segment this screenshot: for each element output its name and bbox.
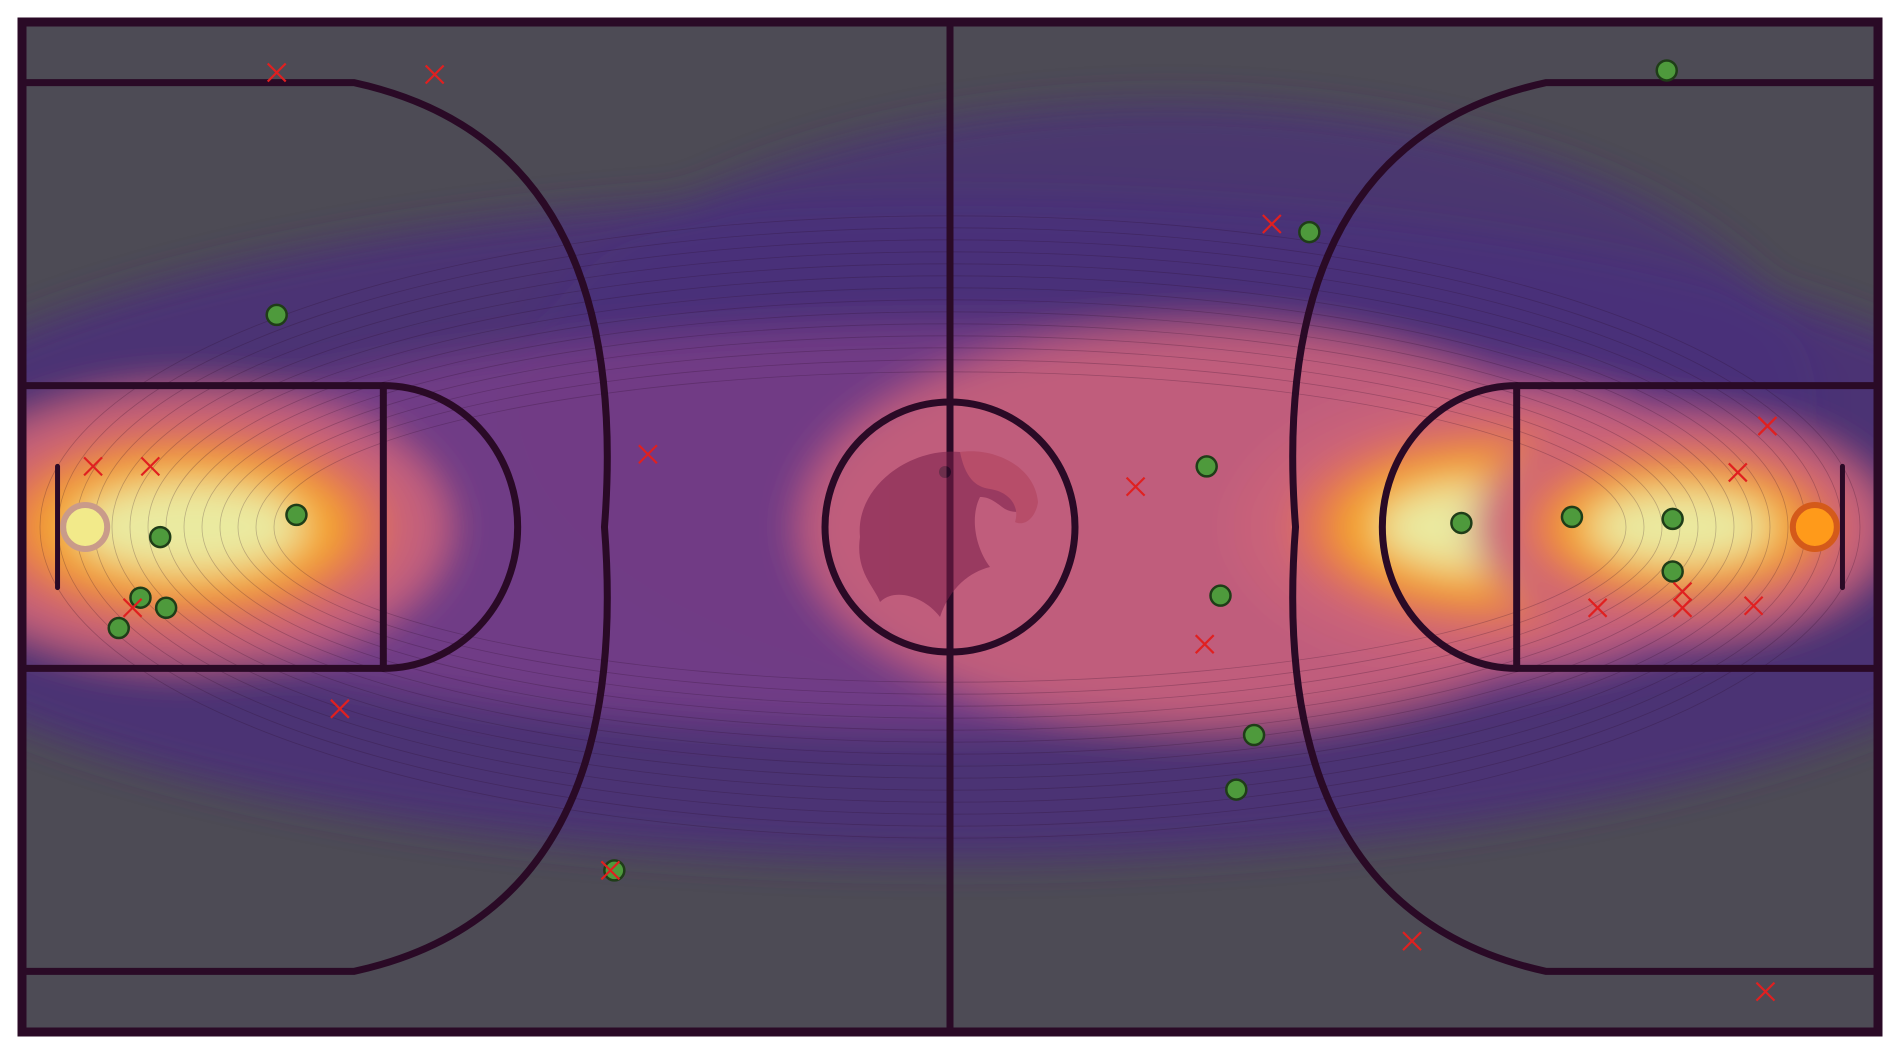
series-made: [107, 59, 1684, 882]
missed-shot-point: [1262, 214, 1282, 234]
right-three-point-line: [1289, 79, 1882, 975]
made-shot-point: [1209, 584, 1232, 607]
heat-hotspot-left-basket: [22, 387, 450, 667]
center-circle: [821, 398, 1079, 656]
missed-shot-point: [1672, 598, 1693, 618]
made-shot-point: [603, 859, 626, 882]
center-logo: [859, 451, 1038, 617]
missed-shot-point: [83, 456, 103, 477]
missed-shot-point: [600, 860, 621, 881]
made-shot-point: [1560, 505, 1584, 529]
made-shot-point: [1195, 455, 1218, 478]
made-shot-point: [107, 616, 130, 640]
missed-shot-point: [122, 598, 143, 618]
missed-shot-point: [1743, 596, 1764, 616]
made-shot-point: [265, 303, 288, 327]
missed-shot-point: [140, 456, 161, 477]
eagle-beak-shape: [960, 451, 1038, 524]
made-shot-point: [1450, 511, 1473, 535]
missed-shot-point: [1755, 981, 1776, 1002]
eagle-head-shape: [859, 451, 1031, 617]
series-missed: [83, 62, 1778, 1002]
left-rim: [60, 502, 111, 552]
made-shot-point: [1225, 778, 1248, 801]
missed-shot-point: [1587, 598, 1608, 618]
made-shot-point: [285, 503, 308, 527]
missed-shot-point: [638, 444, 658, 465]
missed-shot-point: [1194, 634, 1215, 654]
shot-markers: [83, 59, 1778, 1002]
missed-shot-point: [1672, 581, 1693, 602]
made-shot-point: [129, 586, 152, 609]
made-shot-point: [148, 525, 172, 549]
missed-shot-point: [330, 699, 350, 719]
right-rim: [1789, 502, 1840, 552]
right-free-throw-arc: [1378, 382, 1521, 672]
missed-shot-point: [266, 62, 287, 83]
eagle-eye: [939, 466, 951, 478]
made-shot-point: [154, 596, 178, 620]
missed-shot-point: [1402, 931, 1422, 951]
missed-shot-point: [1125, 476, 1146, 497]
made-shot-point: [1298, 220, 1321, 244]
missed-shot-point: [1728, 462, 1748, 483]
left-free-throw-arc: [379, 382, 522, 672]
made-shot-point: [1661, 560, 1684, 583]
missed-shot-point: [1757, 416, 1778, 436]
missed-shot-point: [424, 64, 445, 85]
made-shot-point: [1655, 59, 1678, 82]
made-shot-point: [1242, 723, 1266, 747]
left-three-point-line: [18, 79, 611, 975]
eagle-head-icon: [859, 451, 1038, 617]
made-shot-point: [1661, 507, 1684, 531]
court-lines: [17, 17, 1883, 1037]
